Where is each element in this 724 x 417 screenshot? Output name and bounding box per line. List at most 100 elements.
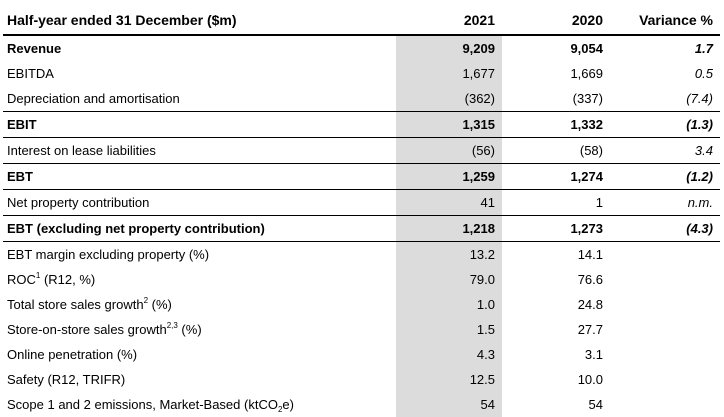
table-row: Depreciation and amortisation (362) (337) (… bbox=[3, 86, 720, 112]
value-2021: 1,218 bbox=[396, 215, 502, 242]
header-label: Half-year ended 31 December ($m) bbox=[3, 5, 396, 36]
row-label-suffix: (R12, %) bbox=[40, 272, 96, 287]
value-variance bbox=[610, 241, 720, 267]
table-row: Scope 1 and 2 emissions, Market-Based (k… bbox=[3, 392, 720, 417]
value-2020: 1,669 bbox=[570, 66, 603, 81]
value-2020: 3.1 bbox=[584, 347, 603, 362]
row-label-text: Depreciation and amortisation bbox=[7, 91, 180, 106]
value-variance bbox=[610, 292, 720, 317]
row-label: Online penetration (%) bbox=[3, 342, 396, 367]
row-label-text: Revenue bbox=[7, 41, 62, 56]
value-variance: (4.3) bbox=[610, 215, 720, 242]
table-row: ROC1 (R12, %) 79.0 76.6 bbox=[3, 267, 720, 292]
value-2020: 14.1 bbox=[502, 241, 610, 267]
row-label-suffix: e) bbox=[282, 397, 294, 412]
row-label-text: Online penetration (%) bbox=[7, 347, 138, 362]
row-label-text: Scope 1 and 2 emissions, Market-Based (k… bbox=[7, 397, 278, 412]
value-2020: 10.0 bbox=[577, 372, 603, 387]
table-row: Revenue 9,209 9,054 1.7 bbox=[3, 35, 720, 61]
value-2020: 54 bbox=[588, 397, 603, 412]
value-variance bbox=[610, 367, 720, 392]
row-label-text: ROC bbox=[7, 272, 36, 287]
row-label: Total store sales growth2 (%) bbox=[3, 292, 396, 317]
row-label-text: EBT margin excluding property (%) bbox=[7, 247, 210, 262]
value-2021: 41 bbox=[396, 189, 502, 216]
value-variance: 0.5 bbox=[694, 66, 713, 81]
value-2020: (337) bbox=[572, 91, 603, 106]
table-row: Store-on-store sales growth2,3 (%) 1.5 27.… bbox=[3, 317, 720, 342]
value-variance: (1.2) bbox=[610, 163, 720, 190]
table-row: EBIT 1,315 1,332 (1.3) bbox=[3, 111, 720, 138]
row-label-text: Safety (R12, TRIFR) bbox=[7, 372, 126, 387]
row-label: EBT (excluding net property contribution… bbox=[3, 215, 396, 242]
value-2020: (58) bbox=[502, 137, 610, 164]
value-variance: 1.7 bbox=[694, 41, 713, 56]
row-label-suffix: (%) bbox=[148, 297, 172, 312]
table-row: EBT 1,259 1,274 (1.2) bbox=[3, 163, 720, 190]
table-row: Net property contribution 41 1 n.m. bbox=[3, 189, 720, 216]
value-2020: 1 bbox=[502, 189, 610, 216]
row-label-text: Store-on-store sales growth bbox=[7, 322, 167, 337]
table-body: Revenue 9,209 9,054 1.7 EBITDA 1,677 1,669 0.5 D… bbox=[3, 35, 720, 417]
row-label-text: EBIT bbox=[7, 117, 37, 132]
row-label: ROC1 (R12, %) bbox=[3, 267, 396, 292]
value-2021: 54 bbox=[396, 392, 502, 417]
row-label-text: EBITDA bbox=[7, 66, 54, 81]
row-label: EBITDA bbox=[3, 61, 396, 86]
value-2020: 76.6 bbox=[577, 272, 603, 287]
row-label: Depreciation and amortisation bbox=[3, 86, 396, 112]
value-2021: 1,315 bbox=[396, 111, 502, 138]
row-label-text: EBT (excluding net property contribution… bbox=[7, 221, 265, 236]
value-2021: (56) bbox=[396, 137, 502, 164]
row-label-text: Net property contribution bbox=[7, 195, 150, 210]
value-2021: 79.0 bbox=[396, 267, 502, 292]
value-2021: 12.5 bbox=[396, 367, 502, 392]
value-2020: 1,332 bbox=[502, 111, 610, 138]
row-label: Net property contribution bbox=[3, 189, 396, 216]
footnote-ref: 2 bbox=[143, 296, 149, 305]
value-variance bbox=[610, 317, 720, 342]
row-label-suffix: (%) bbox=[177, 322, 202, 337]
value-2021: (362) bbox=[396, 86, 502, 112]
table-row: Interest on lease liabilities (56) (58) 3.4 bbox=[3, 137, 720, 164]
table-row: EBT margin excluding property (%) 13.2 14.… bbox=[3, 241, 720, 267]
value-variance: (7.4) bbox=[686, 91, 713, 106]
row-label: Revenue bbox=[3, 35, 396, 61]
row-label: Store-on-store sales growth2,3 (%) bbox=[3, 317, 396, 342]
table-row: Online penetration (%) 4.3 3.1 bbox=[3, 342, 720, 367]
header-variance: Variance % bbox=[610, 5, 720, 36]
value-2020: 24.8 bbox=[577, 297, 603, 312]
row-label: EBT margin excluding property (%) bbox=[3, 241, 396, 267]
value-2021: 1,677 bbox=[396, 61, 502, 86]
value-variance bbox=[610, 342, 720, 367]
row-label-text: Interest on lease liabilities bbox=[7, 143, 156, 158]
row-label-text: EBT bbox=[7, 169, 33, 184]
value-2020: 1,274 bbox=[502, 163, 610, 190]
row-label-text: Total store sales growth bbox=[7, 297, 144, 312]
value-2021: 4.3 bbox=[396, 342, 502, 367]
value-2020: 9,054 bbox=[570, 41, 603, 56]
header-2020: 2020 bbox=[502, 5, 610, 36]
value-variance bbox=[610, 392, 720, 417]
value-2020: 27.7 bbox=[577, 322, 603, 337]
value-variance: (1.3) bbox=[610, 111, 720, 138]
row-label: Interest on lease liabilities bbox=[3, 137, 396, 164]
table-row: EBT (excluding net property contribution… bbox=[3, 215, 720, 242]
value-variance: n.m. bbox=[610, 189, 720, 216]
table-header-row: Half-year ended 31 December ($m) 2021 20… bbox=[3, 5, 720, 36]
value-2020: 1,273 bbox=[502, 215, 610, 242]
value-variance: 3.4 bbox=[610, 137, 720, 164]
value-2021: 1.5 bbox=[396, 317, 502, 342]
value-2021: 1,259 bbox=[396, 163, 502, 190]
table-row: Total store sales growth2 (%) 1.0 24.8 bbox=[3, 292, 720, 317]
value-2021: 9,209 bbox=[396, 35, 502, 61]
row-label: EBIT bbox=[3, 111, 396, 138]
subscript: 2 bbox=[277, 405, 283, 414]
value-variance bbox=[610, 267, 720, 292]
row-label: Safety (R12, TRIFR) bbox=[3, 367, 396, 392]
financial-summary-table: Half-year ended 31 December ($m) 2021 20… bbox=[3, 5, 720, 417]
row-label: EBT bbox=[3, 163, 396, 190]
footnote-ref: 2,3 bbox=[166, 321, 178, 330]
value-2021: 1.0 bbox=[396, 292, 502, 317]
table-row: Safety (R12, TRIFR) 12.5 10.0 bbox=[3, 367, 720, 392]
